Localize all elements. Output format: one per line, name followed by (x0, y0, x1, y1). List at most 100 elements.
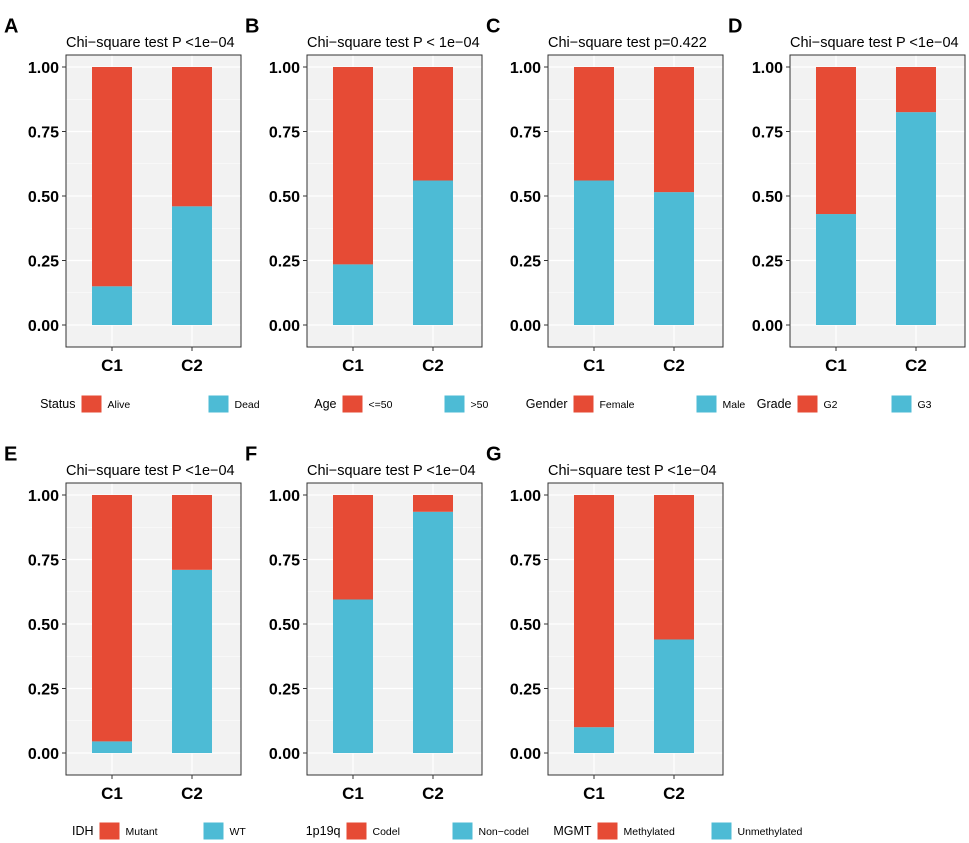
y-tick-label: 0.00 (28, 318, 59, 335)
legend-label: WT (230, 826, 247, 838)
panel-border (789, 54, 966, 348)
bar-c2-male (654, 192, 694, 325)
x-tick-label: C2 (181, 784, 203, 803)
panel-border (306, 482, 483, 776)
bar-c2-codel (413, 495, 453, 512)
y-tick-label: 1.00 (28, 60, 59, 77)
panel-letter: F (245, 444, 257, 466)
legend-key--50 (342, 395, 363, 413)
y-tick-label: 0.50 (752, 189, 783, 206)
legend-title: 1p19q (306, 824, 341, 838)
bar-c1-female (574, 67, 614, 181)
panel-border (547, 482, 724, 776)
panel-g: 0.00 0.25 0.50 0.75 1.00 C1 C2 G Chi−square test… (486, 444, 802, 840)
y-tick-label: 1.00 (269, 60, 300, 77)
y-tick-label: 0.00 (752, 318, 783, 335)
bar-c2-alive (172, 67, 212, 207)
chart-title: Chi−square test p=0.422 (548, 35, 707, 51)
bar-c1-unmethylated (574, 727, 614, 753)
legend-key-male (696, 395, 717, 413)
bar-c2-g2 (896, 67, 936, 113)
y-tick-label: 0.50 (510, 617, 541, 634)
y-tick-label: 0.50 (269, 189, 300, 206)
panel-f: 0.00 0.25 0.50 0.75 1.00 C1 C2 F Chi−square test… (245, 444, 529, 840)
panel-c: 0.00 0.25 0.50 0.75 1.00 C1 C2 C Chi−square test… (486, 16, 745, 413)
legend-title: IDH (72, 824, 94, 838)
legend-key-alive (81, 395, 102, 413)
bar-c2-methylated (654, 495, 694, 640)
legend-title: Status (40, 397, 75, 411)
y-tick-label: 0.75 (752, 125, 783, 142)
panel-e: 0.00 0.25 0.50 0.75 1.00 C1 C2 E Chi−square test… (4, 444, 246, 840)
chart-title: Chi−square test P <1e−04 (66, 35, 235, 51)
x-tick-label: C2 (181, 356, 203, 375)
legend-key-female (573, 395, 594, 413)
y-tick-label: 0.75 (510, 125, 541, 142)
legend-label: G3 (918, 399, 932, 411)
legend-label: Male (723, 399, 746, 411)
legend-title: Gender (526, 397, 568, 411)
legend-label: Non−codel (479, 826, 530, 838)
chart-title: Chi−square test P <1e−04 (548, 463, 717, 479)
y-tick-label: 0.25 (28, 682, 59, 699)
legend-key--50 (444, 395, 465, 413)
y-tick-label: 0.50 (28, 189, 59, 206)
legend-label: Codel (373, 826, 400, 838)
y-tick-label: 0.25 (28, 254, 59, 271)
y-tick-label: 1.00 (510, 488, 541, 505)
legend-key-dead (208, 395, 229, 413)
y-tick-label: 0.75 (28, 125, 59, 142)
x-tick-label: C1 (101, 356, 123, 375)
y-tick-label: 0.00 (510, 318, 541, 335)
chart-title: Chi−square test P <1e−04 (790, 35, 959, 51)
x-tick-label: C2 (422, 356, 444, 375)
y-tick-label: 1.00 (752, 60, 783, 77)
bar-c1-methylated (574, 495, 614, 728)
bar-c2-dead (172, 206, 212, 325)
legend-label: Methylated (624, 826, 676, 838)
panel-letter: B (245, 16, 259, 38)
y-tick-label: 0.00 (269, 318, 300, 335)
legend-key-mutant (99, 822, 120, 840)
y-tick-label: 0.25 (269, 254, 300, 271)
x-tick-label: C1 (583, 784, 605, 803)
legend-key-methylated (597, 822, 618, 840)
legend-key-codel (346, 822, 367, 840)
y-tick-label: 1.00 (510, 60, 541, 77)
bar-c2-female (654, 67, 694, 193)
x-tick-label: C2 (663, 356, 685, 375)
bar-c2-g3 (896, 112, 936, 326)
panel-border (65, 482, 242, 776)
panel-border (547, 54, 724, 348)
panel-letter: G (486, 444, 502, 466)
legend-label: G2 (824, 399, 838, 411)
y-tick-label: 0.75 (28, 553, 59, 570)
legend-label: Alive (108, 399, 131, 411)
bar-c2-wt (172, 569, 212, 753)
bar-c1-non-codel (333, 599, 373, 753)
y-tick-label: 0.75 (510, 553, 541, 570)
bar-c2--50 (413, 67, 453, 181)
panel-b: 0.00 0.25 0.50 0.75 1.00 C1 C2 B Chi−square test… (245, 16, 488, 413)
x-tick-label: C2 (663, 784, 685, 803)
legend-label: >50 (471, 399, 489, 411)
y-tick-label: 0.50 (510, 189, 541, 206)
legend-label: <=50 (369, 399, 393, 411)
legend-key-non-codel (452, 822, 473, 840)
panel-letter: E (4, 444, 17, 466)
legend-key-g2 (797, 395, 818, 413)
chart-title: Chi−square test P <1e−04 (66, 463, 235, 479)
y-tick-label: 0.00 (269, 746, 300, 763)
legend-title: Age (314, 397, 336, 411)
legend-key-g3 (891, 395, 912, 413)
y-tick-label: 0.25 (752, 254, 783, 271)
chart-title: Chi−square test P <1e−04 (307, 463, 476, 479)
bar-c2-non-codel (413, 511, 453, 753)
panel-border (65, 54, 242, 348)
y-tick-label: 0.75 (269, 553, 300, 570)
y-tick-label: 0.25 (269, 682, 300, 699)
y-tick-label: 0.25 (510, 682, 541, 699)
y-tick-label: 0.00 (510, 746, 541, 763)
x-tick-label: C1 (342, 356, 364, 375)
